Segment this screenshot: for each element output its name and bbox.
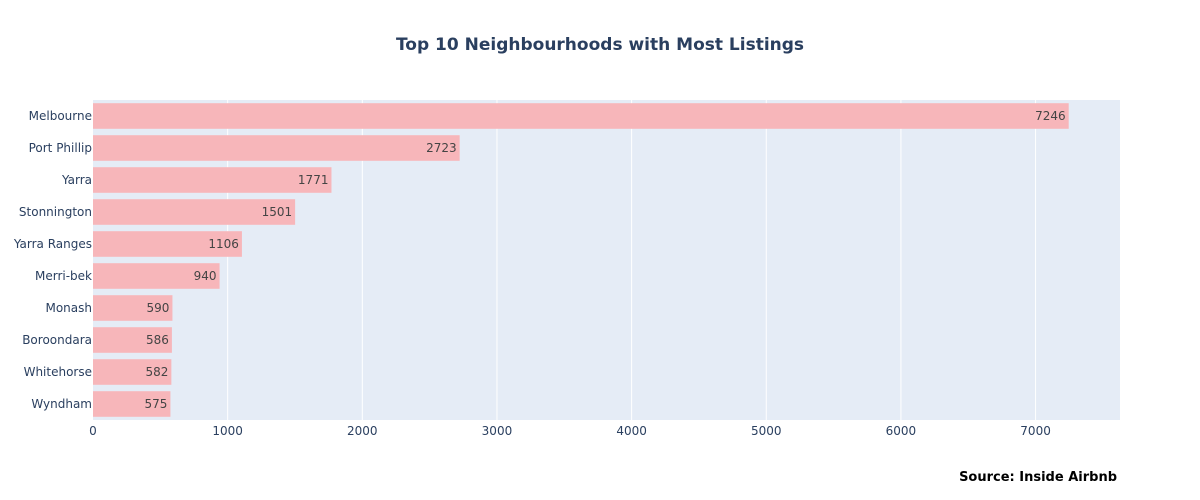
bar-value-label: 586: [146, 333, 169, 347]
y-tick-label: Boroondara: [22, 333, 92, 347]
x-axis: 0 1000 2000 3000 4000 5000 6000 7000: [89, 424, 1051, 438]
bar: [93, 135, 460, 161]
bar: [93, 359, 172, 385]
y-tick-label: Wyndham: [31, 397, 92, 411]
bars: 7246 2723 1771 1501 1106 940 590 586 582 575: [93, 103, 1069, 417]
x-tick-label: 2000: [347, 424, 378, 438]
x-tick-label: 6000: [886, 424, 917, 438]
bar: [93, 391, 171, 417]
bar: [93, 231, 242, 257]
y-tick-label: Port Phillip: [29, 141, 92, 155]
x-tick-label: 1000: [212, 424, 243, 438]
x-tick-label: 0: [89, 424, 97, 438]
bar-value-label: 2723: [426, 141, 457, 155]
y-tick-label: Stonnington: [19, 205, 92, 219]
chart-title: Top 10 Neighbourhoods with Most Listings: [396, 35, 804, 55]
bar-value-label: 7246: [1035, 109, 1066, 123]
bar: [93, 295, 173, 321]
bar: [93, 103, 1069, 129]
y-axis: Melbourne Port Phillip Yarra Stonnington Yar…: [13, 109, 92, 411]
x-tick-label: 3000: [482, 424, 513, 438]
source-annotation: Source: Inside Airbnb: [959, 470, 1117, 485]
y-tick-label: Monash: [45, 301, 92, 315]
bar-value-label: 1501: [262, 205, 293, 219]
x-tick-label: 7000: [1020, 424, 1051, 438]
y-tick-label: Whitehorse: [24, 365, 92, 379]
y-tick-label: Merri-bek: [35, 269, 92, 283]
bar-value-label: 582: [145, 365, 168, 379]
bar-value-label: 940: [194, 269, 217, 283]
bar: [93, 263, 220, 289]
bar-value-label: 1771: [298, 173, 329, 187]
x-tick-label: 5000: [751, 424, 782, 438]
bar-value-label: 1106: [208, 237, 239, 251]
bar: [93, 199, 296, 225]
y-tick-label: Melbourne: [29, 109, 92, 123]
bar: [93, 327, 172, 353]
bar-value-label: 575: [145, 397, 168, 411]
x-tick-label: 4000: [616, 424, 647, 438]
y-tick-label: Yarra: [61, 173, 92, 187]
bar: [93, 167, 332, 193]
y-tick-label: Yarra Ranges: [13, 237, 92, 251]
bar-value-label: 590: [147, 301, 170, 315]
